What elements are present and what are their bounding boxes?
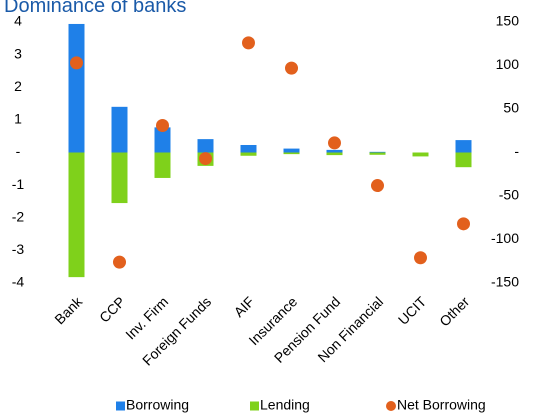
bar (154, 127, 171, 153)
bar (283, 152, 300, 155)
bar (369, 151, 386, 153)
y-tick-label: 4 (14, 13, 22, 29)
y-tick-label: -4 (12, 274, 25, 290)
y-tick-label: 3 (14, 45, 22, 61)
y-tick-label: 2 (14, 78, 22, 94)
x-tick-label: AIF (231, 293, 258, 320)
dot (457, 217, 470, 231)
dot (414, 251, 427, 265)
bar (68, 23, 85, 153)
x-tick-label: UCIT (395, 293, 430, 328)
y-tick-label: -3 (12, 241, 25, 257)
dot (328, 136, 341, 150)
bar (326, 152, 343, 156)
y2-tick-label: -100 (491, 230, 519, 246)
bar (326, 149, 343, 153)
dot (285, 61, 298, 75)
legend-marker (116, 401, 125, 411)
dot (70, 56, 83, 70)
bar (283, 148, 300, 153)
bar (455, 140, 472, 153)
bar (154, 152, 171, 178)
bar (197, 139, 214, 153)
x-tick-label: Other (436, 293, 472, 329)
legend-marker (386, 401, 396, 411)
x-tick-label: Bank (51, 293, 86, 328)
dot (242, 36, 255, 50)
chart-title: Dominance of banks (4, 0, 186, 17)
bar (369, 152, 386, 155)
y2-tick-label: 50 (503, 100, 519, 116)
y2-tick-label: 150 (496, 13, 520, 29)
legend-marker (250, 401, 259, 411)
y-tick-label: -2 (12, 208, 25, 224)
legend-label: Net Borrowing (397, 397, 486, 413)
bar (111, 106, 128, 153)
x-tick-label: CCP (96, 293, 128, 325)
y2-tick-label: -50 (499, 187, 519, 203)
bar (412, 152, 429, 157)
legend-label: Lending (260, 397, 310, 413)
dot (113, 255, 126, 269)
bar (240, 152, 257, 156)
dot (199, 152, 212, 166)
y-tick-label: 1 (14, 111, 22, 127)
y2-tick-label: -150 (491, 274, 519, 290)
bar (455, 152, 472, 168)
legend-label: Borrowing (126, 397, 189, 413)
y-tick-label: - (16, 143, 21, 159)
dot (156, 119, 169, 133)
y-tick-label: -1 (12, 176, 25, 192)
bar (240, 144, 257, 153)
y2-tick-label: - (514, 143, 519, 159)
bar (68, 152, 85, 278)
y2-tick-label: 100 (496, 56, 520, 72)
dot (371, 179, 384, 193)
bar (111, 152, 128, 204)
